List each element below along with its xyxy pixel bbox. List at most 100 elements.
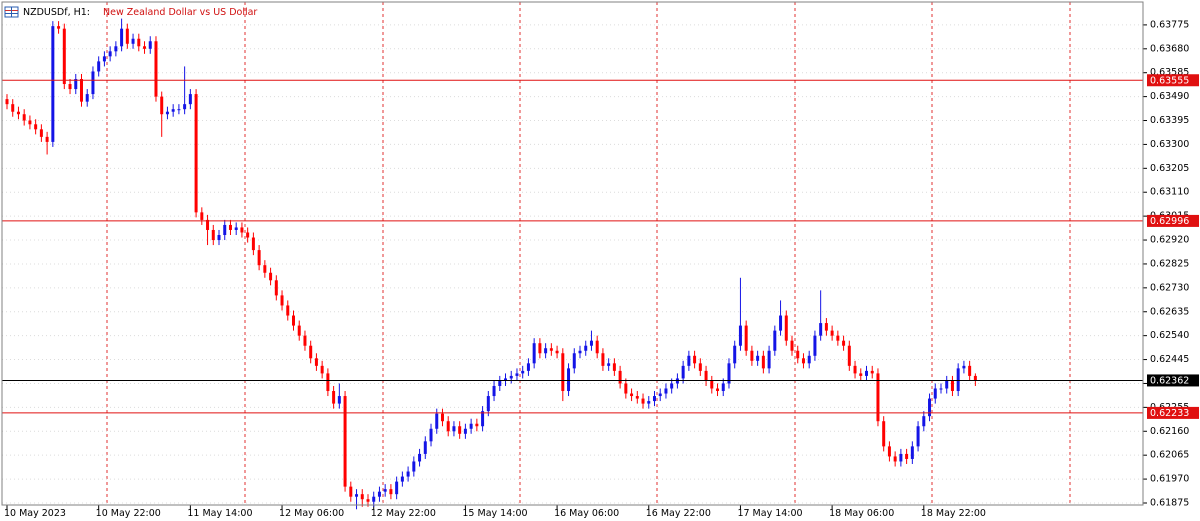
candle-body <box>887 446 891 457</box>
candle-body <box>97 61 101 72</box>
candle-body <box>11 104 15 112</box>
candle-body <box>131 38 135 44</box>
candle-body <box>899 453 903 462</box>
candle-body <box>962 365 966 369</box>
candle-body <box>555 350 559 354</box>
candle-body <box>389 489 393 495</box>
candle-body <box>509 375 513 379</box>
candle-body <box>251 237 255 251</box>
candle-body <box>893 456 897 462</box>
candle-body <box>102 56 106 62</box>
candle-body <box>750 350 754 361</box>
candle-body <box>297 325 301 336</box>
y-tick-label: 0.62540 <box>1150 330 1189 341</box>
candle-body <box>160 96 164 115</box>
candle-body <box>796 350 800 359</box>
candle-body <box>492 385 496 397</box>
candle-body <box>767 350 771 369</box>
candle-body <box>561 353 565 392</box>
candle-body <box>5 99 9 105</box>
candle-body <box>486 396 490 412</box>
candle-body <box>475 423 479 427</box>
x-tick-label: 17 May 14:00 <box>737 508 802 519</box>
candle-body <box>74 78 78 90</box>
y-tick-label: 0.61970 <box>1150 474 1189 485</box>
candle-body <box>928 398 932 417</box>
candle-body <box>349 486 353 497</box>
candle-body <box>143 46 147 49</box>
candle-body <box>905 453 909 459</box>
candle-body <box>79 78 83 102</box>
candle-body <box>183 104 187 110</box>
candle-body <box>269 272 273 281</box>
x-tick-label: 16 May 22:00 <box>646 508 711 519</box>
candle-body <box>309 345 313 359</box>
candle-body <box>876 373 880 422</box>
candle-body <box>366 499 370 502</box>
level-label-box <box>1147 406 1199 419</box>
y-tick-label: 0.61875 <box>1150 497 1189 508</box>
candle-body <box>779 315 783 331</box>
level-label: 0.63555 <box>1150 75 1189 86</box>
candle-body <box>572 353 576 369</box>
candle-body <box>721 383 725 392</box>
candle-body <box>206 219 210 230</box>
candle-body <box>240 227 244 233</box>
candle-body <box>601 353 605 366</box>
candle-body <box>819 323 823 336</box>
candle-body <box>418 453 422 462</box>
candle-body <box>635 396 639 399</box>
candle-body <box>813 335 817 356</box>
candle-body <box>292 315 295 326</box>
x-tick-label: 10 May 2023 <box>4 508 66 519</box>
candle-body <box>836 335 840 341</box>
level-label: 0.62233 <box>1150 408 1189 419</box>
candle-body <box>355 494 359 497</box>
candle-body <box>120 28 124 47</box>
candle-body <box>171 109 175 112</box>
level-label-box <box>1147 214 1199 227</box>
candle-body <box>784 315 788 341</box>
candle-body <box>704 370 708 381</box>
candle-body <box>504 378 508 381</box>
candle-body <box>589 340 593 346</box>
candle-body <box>824 323 828 331</box>
candle-body <box>641 398 645 404</box>
candle-body <box>693 355 697 364</box>
candle-body <box>544 348 548 354</box>
candle-body <box>320 365 324 374</box>
candle-body <box>217 235 221 241</box>
candle-body <box>286 305 290 316</box>
candle-body <box>452 426 456 432</box>
x-tick-label: 16 May 06:00 <box>554 508 619 519</box>
candle-body <box>916 426 920 447</box>
candle-body <box>733 345 737 364</box>
y-tick-label: 0.62635 <box>1150 306 1189 317</box>
candle-body <box>595 340 599 354</box>
candle-body <box>108 51 112 57</box>
chart-symbol: NZDUSDf, H1: <box>23 7 90 18</box>
plot-frame <box>1 1 1144 506</box>
y-tick-label: 0.62065 <box>1150 450 1189 461</box>
candle-body <box>423 441 427 454</box>
y-tick-label: 0.63585 <box>1150 67 1189 78</box>
candle-body <box>211 229 215 241</box>
candle-body <box>968 365 972 376</box>
candle-body <box>515 373 519 376</box>
candle-body <box>91 71 95 95</box>
candle-body <box>165 111 169 115</box>
candle-body <box>68 84 72 90</box>
candle-body <box>332 391 336 404</box>
candle-body <box>853 365 857 374</box>
candle-body <box>687 355 691 366</box>
y-tick-label: 0.62160 <box>1150 426 1189 437</box>
level-label-box <box>1147 374 1199 387</box>
y-tick-label: 0.63300 <box>1150 139 1189 150</box>
candle-body <box>567 368 571 392</box>
candle-body <box>343 396 347 487</box>
candle-body <box>710 380 714 389</box>
candle-body <box>62 28 66 85</box>
candle-body <box>698 363 702 371</box>
candle-body <box>744 325 748 351</box>
